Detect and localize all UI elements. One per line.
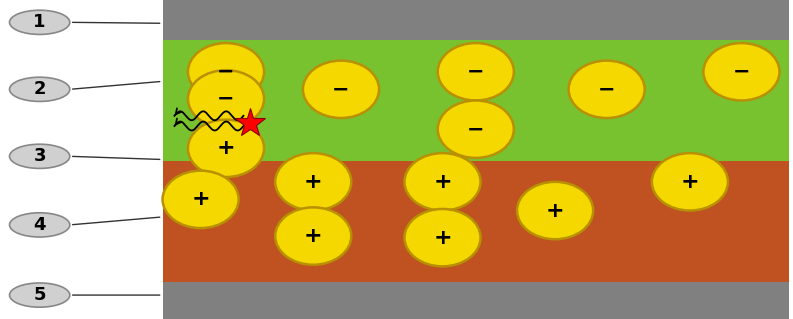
Text: −: − [467,119,485,139]
Text: +: + [680,172,699,192]
Circle shape [10,77,70,101]
Text: 4: 4 [33,216,46,234]
Ellipse shape [703,43,780,100]
Circle shape [10,213,70,237]
Ellipse shape [438,43,514,100]
Bar [163,161,789,282]
Circle shape [10,283,70,307]
Text: 1: 1 [33,13,46,31]
Ellipse shape [275,153,351,211]
Ellipse shape [303,61,379,118]
Ellipse shape [569,61,645,118]
Text: +: + [304,172,323,192]
Text: +: + [433,172,452,192]
Circle shape [10,144,70,168]
Text: −: − [332,79,350,99]
Ellipse shape [188,43,264,100]
Ellipse shape [163,171,239,228]
Text: −: − [598,79,615,99]
Ellipse shape [188,120,264,177]
Circle shape [10,10,70,34]
Bar [163,0,789,40]
Text: +: + [433,228,452,248]
Text: +: + [304,226,323,246]
Text: +: + [546,201,565,220]
Ellipse shape [404,153,481,211]
Text: +: + [216,138,236,158]
Ellipse shape [404,209,481,266]
Ellipse shape [652,153,728,211]
Text: +: + [191,189,210,209]
Bar [163,282,789,319]
Text: 2: 2 [33,80,46,98]
Bar [163,40,789,161]
Text: 3: 3 [33,147,46,165]
Text: −: − [217,62,235,82]
Text: −: − [467,62,485,82]
Ellipse shape [438,100,514,158]
Text: −: − [733,62,750,82]
Ellipse shape [275,207,351,265]
Text: −: − [217,89,235,109]
Ellipse shape [188,70,264,128]
Ellipse shape [517,182,593,239]
Text: 5: 5 [33,286,46,304]
